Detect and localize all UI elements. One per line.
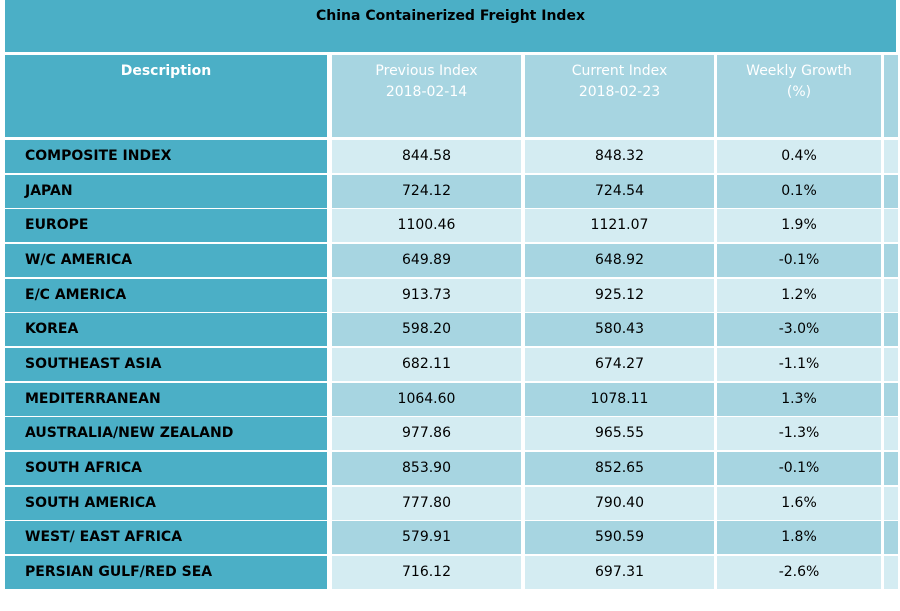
row-description: EUROPE <box>5 209 327 243</box>
row-previous-index: 844.58 <box>332 140 521 173</box>
header-growth-label: Weekly Growth <box>746 63 852 79</box>
row-current-index: 580.43 <box>525 313 714 347</box>
row-description: PERSIAN GULF/RED SEA <box>5 555 327 589</box>
row-extra-column <box>884 174 898 208</box>
row-current-index: 790.40 <box>525 486 714 520</box>
header-previous-index: Previous Index 2018-02-14 <box>332 55 521 137</box>
row-current-index: 674.27 <box>525 347 714 381</box>
row-extra-column <box>884 555 898 589</box>
row-current-index: 925.12 <box>525 278 714 312</box>
row-extra-column <box>884 417 898 451</box>
row-previous-index: 716.12 <box>332 555 521 589</box>
header-row: Description Previous Index 2018-02-14 Cu… <box>5 55 898 137</box>
table-title: China Containerized Freight Index <box>5 0 896 52</box>
header-current-index: Current Index 2018-02-23 <box>525 55 714 137</box>
row-weekly-growth: 1.9% <box>717 209 881 243</box>
table-row: MEDITERRANEAN 1064.60 1078.11 1.3% <box>5 382 898 416</box>
row-extra-column <box>884 486 898 520</box>
table-row: WEST/ EAST AFRICA 579.91 590.59 1.8% <box>5 521 898 555</box>
row-previous-index: 649.89 <box>332 243 521 277</box>
row-description: MEDITERRANEAN <box>5 382 327 416</box>
header-previous-date: 2018-02-14 <box>385 84 468 100</box>
row-current-index: 1121.07 <box>525 209 714 243</box>
row-description: JAPAN <box>5 174 327 208</box>
row-current-index: 724.54 <box>525 174 714 208</box>
row-weekly-growth: 1.3% <box>717 382 881 416</box>
row-previous-index: 913.73 <box>332 278 521 312</box>
row-description: W/C AMERICA <box>5 243 327 277</box>
row-current-index: 965.55 <box>525 417 714 451</box>
row-weekly-growth: -1.3% <box>717 417 881 451</box>
row-previous-index: 724.12 <box>332 174 521 208</box>
row-extra-column <box>884 140 898 173</box>
row-extra-column <box>884 278 898 312</box>
header-extra-column <box>884 55 898 137</box>
row-extra-column <box>884 521 898 555</box>
row-extra-column <box>884 209 898 243</box>
table-row: PERSIAN GULF/RED SEA 716.12 697.31 -2.6% <box>5 555 898 589</box>
table-row: W/C AMERICA 649.89 648.92 -0.1% <box>5 243 898 277</box>
row-weekly-growth: 0.4% <box>717 140 881 173</box>
row-description: SOUTH AFRICA <box>5 451 327 485</box>
row-extra-column <box>884 382 898 416</box>
table-row: SOUTH AMERICA 777.80 790.40 1.6% <box>5 486 898 520</box>
row-current-index: 852.65 <box>525 451 714 485</box>
table-row: EUROPE 1100.46 1121.07 1.9% <box>5 209 898 243</box>
row-current-index: 848.32 <box>525 140 714 173</box>
row-weekly-growth: 0.1% <box>717 174 881 208</box>
row-weekly-growth: -0.1% <box>717 243 881 277</box>
row-weekly-growth: 1.2% <box>717 278 881 312</box>
table-row: JAPAN 724.12 724.54 0.1% <box>5 174 898 208</box>
header-previous-label: Previous Index <box>375 63 478 79</box>
row-current-index: 1078.11 <box>525 382 714 416</box>
row-previous-index: 853.90 <box>332 451 521 485</box>
row-weekly-growth: -2.6% <box>717 555 881 589</box>
row-extra-column <box>884 451 898 485</box>
row-description: COMPOSITE INDEX <box>5 140 327 173</box>
row-description: SOUTHEAST ASIA <box>5 347 327 381</box>
row-extra-column <box>884 313 898 347</box>
row-previous-index: 598.20 <box>332 313 521 347</box>
row-description: WEST/ EAST AFRICA <box>5 521 327 555</box>
row-current-index: 590.59 <box>525 521 714 555</box>
row-extra-column <box>884 243 898 277</box>
row-description: SOUTH AMERICA <box>5 486 327 520</box>
row-weekly-growth: -1.1% <box>717 347 881 381</box>
row-current-index: 697.31 <box>525 555 714 589</box>
row-current-index: 648.92 <box>525 243 714 277</box>
row-description: E/C AMERICA <box>5 278 327 312</box>
row-previous-index: 777.80 <box>332 486 521 520</box>
header-growth-unit: (%) <box>786 84 812 100</box>
row-previous-index: 977.86 <box>332 417 521 451</box>
header-description: Description <box>5 55 327 137</box>
row-previous-index: 1100.46 <box>332 209 521 243</box>
header-description-label: Description <box>120 63 212 79</box>
row-weekly-growth: 1.6% <box>717 486 881 520</box>
header-current-label: Current Index <box>571 63 668 79</box>
header-current-date: 2018-02-23 <box>578 84 661 100</box>
row-previous-index: 1064.60 <box>332 382 521 416</box>
row-weekly-growth: -3.0% <box>717 313 881 347</box>
row-previous-index: 579.91 <box>332 521 521 555</box>
table-row: COMPOSITE INDEX 844.58 848.32 0.4% <box>5 140 898 173</box>
table-row: E/C AMERICA 913.73 925.12 1.2% <box>5 278 898 312</box>
table-row: AUSTRALIA/NEW ZEALAND 977.86 965.55 -1.3% <box>5 417 898 451</box>
row-extra-column <box>884 347 898 381</box>
row-weekly-growth: 1.8% <box>717 521 881 555</box>
table-row: SOUTHEAST ASIA 682.11 674.27 -1.1% <box>5 347 898 381</box>
row-weekly-growth: -0.1% <box>717 451 881 485</box>
row-description: AUSTRALIA/NEW ZEALAND <box>5 417 327 451</box>
table-row: SOUTH AFRICA 853.90 852.65 -0.1% <box>5 451 898 485</box>
row-description: KOREA <box>5 313 327 347</box>
header-weekly-growth: Weekly Growth (%) <box>717 55 881 137</box>
row-previous-index: 682.11 <box>332 347 521 381</box>
table-row: KOREA 598.20 580.43 -3.0% <box>5 313 898 347</box>
